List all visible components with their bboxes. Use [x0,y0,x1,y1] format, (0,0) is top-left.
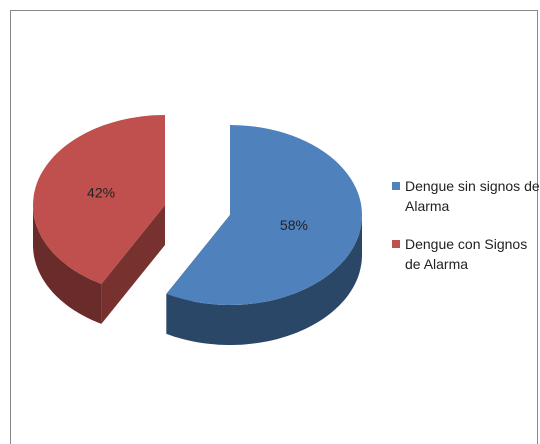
data-label: 58% [280,217,308,233]
pie-slice: 42% [33,115,165,324]
slice-top [166,125,362,305]
slice-top [33,115,165,284]
legend-item: Dengue sin signos de Alarma [392,176,540,216]
legend-swatch [392,182,400,190]
legend-item: Dengue con Signos de Alarma [392,234,540,274]
chart-border [10,10,538,444]
slice-wall [166,215,362,345]
legend-label: Dengue sin signos de Alarma [405,178,540,214]
data-label: 42% [87,185,115,201]
slice-wall [33,205,102,324]
legend-swatch [392,240,400,248]
legend-label: Dengue con Signos de Alarma [405,236,528,272]
pie-slice: 58% [166,125,362,345]
slice-side [101,205,165,324]
legend: Dengue sin signos de Alarma Dengue con Si… [392,176,540,292]
